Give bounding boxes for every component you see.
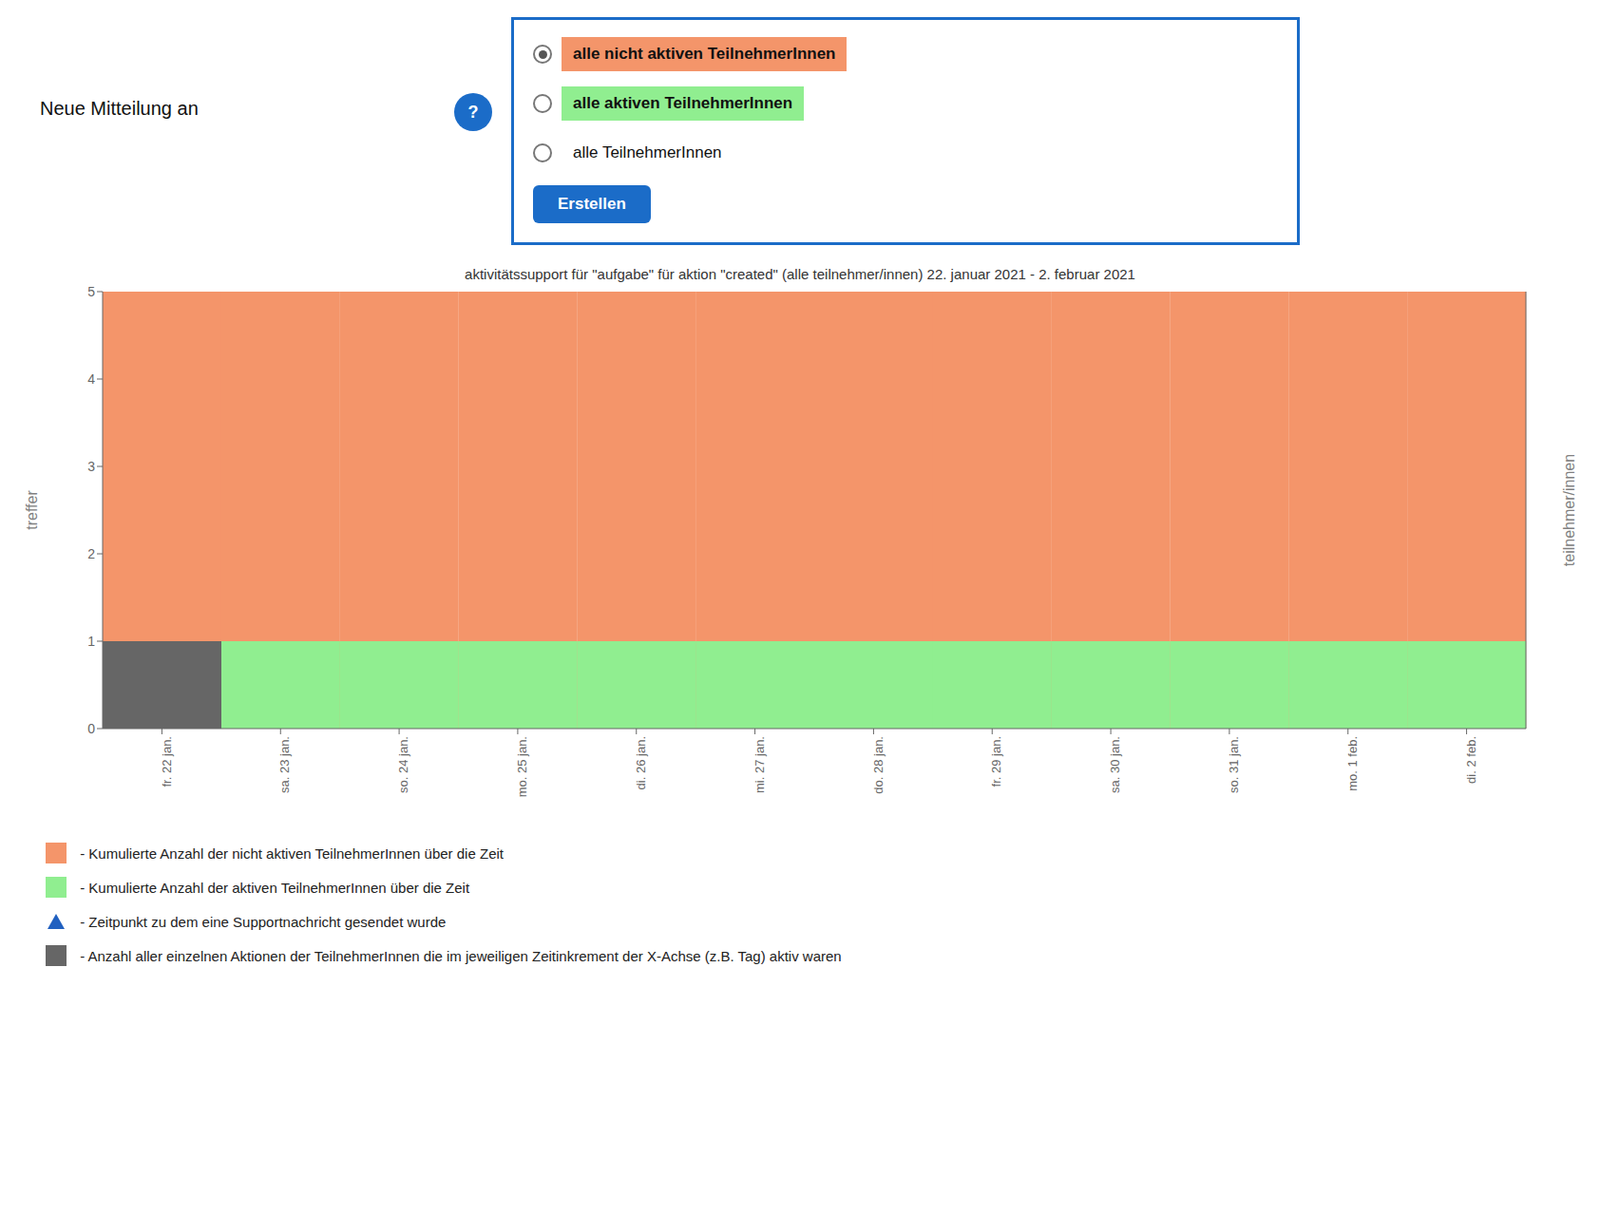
svg-text:mo. 1 feb.: mo. 1 feb. (1345, 736, 1360, 792)
svg-text:sa. 23 jan.: sa. 23 jan. (277, 736, 292, 794)
svg-text:so. 24 jan.: so. 24 jan. (396, 736, 411, 794)
svg-text:do. 28 jan.: do. 28 jan. (871, 736, 886, 795)
svg-text:di. 2 feb.: di. 2 feb. (1464, 736, 1479, 784)
html-text:alle nicht aktiven TeilnehmerI: alle nicht aktiven TeilnehmerInnen (572, 44, 836, 63)
svg-text:fr. 22 jan.: fr. 22 jan. (159, 736, 174, 787)
html-text:alle TeilnehmerInnen: alle TeilnehmerInnen (572, 143, 722, 162)
html-text:- Zeitpunkt zu dem eine Suppor: - Zeitpunkt zu dem eine Supportnachricht… (76, 913, 446, 930)
svg-text:0: 0 (87, 721, 96, 737)
html-text:alle aktiven TeilnehmerInnen: alle aktiven TeilnehmerInnen (572, 94, 793, 113)
html-text:aktivitätssupport für "aufgabe: aktivitätssupport für "aufgabe" für akti… (464, 266, 1136, 283)
svg-text:mi. 27 jan.: mi. 27 jan. (752, 736, 767, 794)
svg-text:5: 5 (87, 284, 96, 300)
svg-text:4: 4 (87, 371, 96, 387)
html-text:- Kumulierte Anzahl der aktive: - Kumulierte Anzahl der aktiven Teilnehm… (76, 879, 470, 896)
svg-text:so. 31 jan.: so. 31 jan. (1226, 736, 1241, 794)
svg-text:treffer: treffer (23, 490, 40, 531)
svg-text:mo. 25 jan.: mo. 25 jan. (514, 736, 530, 798)
svg-text:sa. 30 jan.: sa. 30 jan. (1107, 736, 1123, 794)
html-text:Neue Mitteilung an: Neue Mitteilung an (39, 97, 199, 119)
svg-text:2: 2 (87, 546, 96, 562)
svg-text:di. 26 jan.: di. 26 jan. (633, 736, 648, 790)
html-text:- Anzahl aller einzelnen Aktio: - Anzahl aller einzelnen Aktionen der Te… (76, 947, 842, 964)
html-text:Erstellen: Erstellen (557, 194, 626, 213)
svg-text:fr. 29 jan.: fr. 29 jan. (989, 736, 1004, 787)
html-text:- Kumulierte Anzahl der nicht: - Kumulierte Anzahl der nicht aktiven Te… (76, 845, 504, 862)
svg-text:teilnehmer/innen: teilnehmer/innen (1561, 454, 1578, 567)
svg-text:1: 1 (87, 633, 96, 649)
svg-text:3: 3 (87, 458, 96, 475)
